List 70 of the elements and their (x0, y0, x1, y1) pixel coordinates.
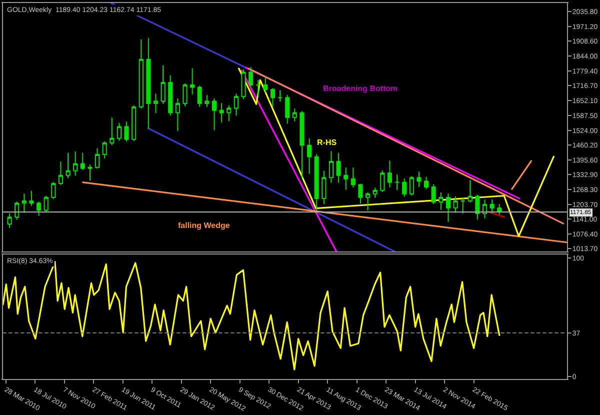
candlestick (204, 94, 210, 107)
candlestick (51, 182, 56, 200)
candlestick (116, 122, 122, 142)
candlestick (94, 148, 100, 169)
candlestick (138, 39, 144, 109)
candlestick (358, 184, 363, 204)
candlestick (402, 178, 407, 197)
candlestick (190, 68, 195, 95)
candlestick (248, 66, 254, 87)
candlestick (394, 174, 400, 190)
candlestick (182, 83, 188, 106)
candlestick (328, 150, 334, 183)
candlestick (80, 152, 85, 170)
candlestick (344, 167, 348, 190)
candlestick (73, 151, 78, 176)
candlestick (160, 65, 166, 104)
candlestick (66, 152, 70, 178)
candlestick (29, 190, 34, 206)
candlestick (88, 164, 92, 181)
candlestick (446, 193, 450, 222)
candlestick (14, 202, 20, 220)
candlestick (322, 170, 326, 204)
candlestick (409, 176, 414, 196)
candlestick (453, 196, 458, 213)
candlestick (306, 138, 312, 174)
candlestick (7, 213, 12, 228)
annotation: Broadening Bottom (323, 84, 398, 93)
candlestick (219, 102, 224, 122)
candlestick (153, 94, 158, 114)
candlestick (387, 160, 392, 188)
candlestick (36, 202, 42, 216)
candlestick (431, 184, 436, 204)
candlestick (234, 94, 238, 116)
candlestick (124, 122, 129, 142)
candlestick (336, 152, 341, 183)
candlestick (350, 167, 356, 188)
candlestick (175, 98, 180, 132)
candlestick (300, 111, 304, 178)
candlestick (372, 188, 378, 198)
candlestick (460, 198, 466, 214)
candlestick (380, 170, 385, 192)
candlestick (241, 69, 246, 100)
candlestick (226, 105, 232, 122)
candlestick (314, 154, 319, 211)
candlestick (285, 94, 290, 124)
candlestick (22, 193, 26, 213)
candlestick (132, 105, 136, 142)
candlestick (58, 161, 63, 186)
candlestick (482, 199, 488, 219)
annotation: falling Wedge (178, 221, 230, 230)
candlestick (416, 171, 422, 187)
candlestick (197, 86, 202, 107)
candlestick (424, 176, 429, 190)
candlestick (110, 118, 114, 146)
candlestick (270, 88, 276, 108)
candlestick (44, 196, 48, 212)
candlestick (102, 141, 107, 158)
candlestick (468, 180, 472, 203)
candlestick (490, 199, 494, 213)
candlestick (438, 192, 444, 210)
annotation: R-HS (317, 138, 338, 147)
candlestick (292, 108, 297, 122)
candlestick (256, 80, 260, 97)
candlestick (212, 98, 217, 130)
candlestick (263, 76, 268, 92)
candlestick (168, 75, 173, 116)
candlestick (278, 90, 282, 102)
candlestick (365, 192, 370, 211)
candlestick (146, 38, 151, 129)
candlestick (475, 194, 480, 220)
